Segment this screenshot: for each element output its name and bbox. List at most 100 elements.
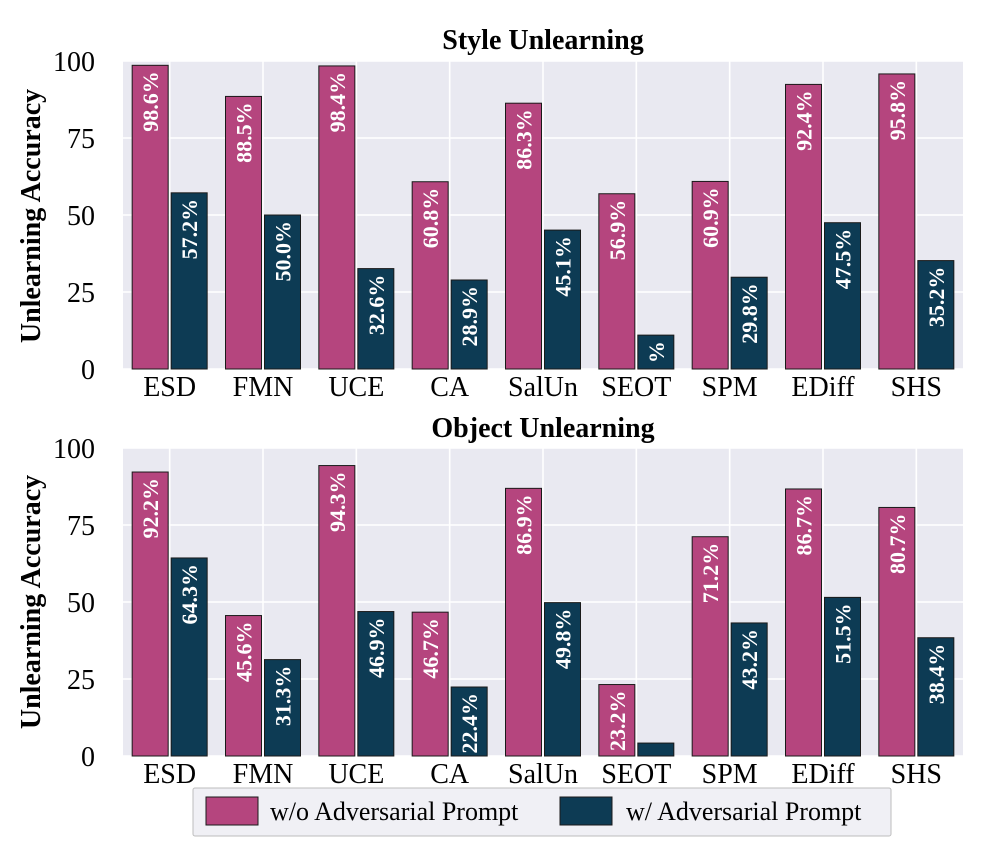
- x-tick-label: SalUn: [508, 372, 578, 403]
- legend-swatch-without-adversarial: [205, 796, 259, 826]
- bar-with-adversarial: [824, 596, 861, 757]
- bar-value-label: 64.3%: [177, 564, 202, 625]
- y-tick-label: 0: [81, 355, 95, 386]
- bar-value-label: 80.7%: [885, 513, 910, 574]
- y-tick-label: 50: [67, 201, 95, 232]
- bar-with-adversarial: [917, 637, 955, 757]
- bar-value-label: 43.2%: [737, 629, 762, 690]
- bar-with-adversarial: [357, 268, 395, 370]
- bar-with-adversarial: [357, 611, 395, 757]
- bar-with-adversarial: [730, 276, 768, 370]
- bar-value-label: 46.9%: [364, 618, 389, 679]
- bar-with-adversarial: [544, 602, 581, 757]
- y-axis-title: Unlearning Accuracy: [16, 89, 47, 343]
- x-tick-label: SHS: [891, 372, 942, 403]
- x-tick-label: SalUn: [508, 759, 578, 790]
- bar-value-label: 51.5%: [831, 603, 856, 664]
- bar-without-adversarial: [505, 487, 542, 757]
- legend-label-with-adversarial: w/ Adversarial Prompt: [626, 797, 862, 826]
- bar-without-adversarial: [598, 684, 636, 757]
- bar-value-label: 60.9%: [698, 187, 723, 248]
- legend: w/o Adversarial Prompt w/ Adversarial Pr…: [192, 787, 892, 837]
- bar-with-adversarial: [264, 659, 301, 757]
- x-tick-label: CA: [430, 759, 470, 790]
- x-tick-label: CA: [430, 372, 470, 403]
- legend-box: [192, 787, 892, 837]
- x-tick-label: UCE: [328, 759, 384, 790]
- bar-value-label: 28.9%: [457, 286, 482, 347]
- bar-without-adversarial: [691, 536, 729, 757]
- bar-value-label: 31.3%: [271, 666, 296, 727]
- y-tick-label: 100: [53, 434, 95, 465]
- legend-label-without-adversarial: w/o Adversarial Prompt: [270, 797, 519, 826]
- legend-swatch-with-adversarial: [559, 796, 613, 826]
- y-tick-label: 25: [67, 665, 95, 696]
- y-axis-title: Unlearning Accuracy: [16, 475, 47, 729]
- x-tick-label: SPM: [702, 372, 758, 403]
- x-tick-label: UCE: [328, 372, 384, 403]
- x-tick-label: ESD: [143, 372, 196, 403]
- bar-value-label: 29.8%: [737, 283, 762, 344]
- bar-value-label: 60.8%: [418, 188, 443, 249]
- x-tick-label: SPM: [702, 759, 758, 790]
- y-tick-label: 100: [53, 47, 95, 78]
- bar-value-label: 35.2%: [924, 267, 949, 328]
- y-tick-label: 75: [67, 124, 95, 155]
- x-tick-label: EDiff: [791, 372, 855, 403]
- bar-without-adversarial: [505, 102, 542, 370]
- bar-value-label: 94.3%: [325, 472, 350, 533]
- style-unlearning-panel: 0 25 50 75 100 98.6% 57.2% ESD 88.5% 50.0% FMN 98.4…: [16, 25, 963, 403]
- bar-value-label: 86.9%: [512, 494, 537, 555]
- bar-value-label: 98.4%: [325, 72, 350, 133]
- x-tick-label: FMN: [233, 759, 294, 790]
- bar-value-label: 49.8%: [551, 609, 576, 670]
- panel-title: Style Unlearning: [442, 25, 643, 56]
- bar-value-label: 50.0%: [271, 221, 296, 282]
- bar-without-adversarial: [225, 615, 262, 757]
- bar-without-adversarial: [131, 64, 169, 370]
- bar-value-label: 98.6%: [138, 71, 163, 132]
- bar-with-adversarial: [544, 229, 581, 370]
- bar-without-adversarial: [318, 65, 356, 370]
- y-tick-label: 25: [67, 278, 95, 309]
- x-tick-label: FMN: [233, 372, 294, 403]
- bar-without-adversarial: [878, 73, 916, 370]
- x-tick-label: SEOT: [601, 759, 671, 790]
- y-tick-label: 50: [67, 588, 95, 619]
- bar-value-label: 57.2%: [177, 199, 202, 260]
- bar-without-adversarial: [411, 181, 449, 370]
- x-tick-label: SHS: [891, 759, 942, 790]
- bar-value-label: 86.3%: [512, 109, 537, 170]
- x-tick-label: EDiff: [791, 759, 855, 790]
- bar-without-adversarial: [598, 193, 636, 370]
- bar-without-adversarial: [131, 471, 169, 757]
- bar-value-label: 46.7%: [418, 618, 443, 679]
- bar-with-adversarial: [450, 279, 488, 370]
- bar-without-adversarial: [318, 465, 356, 757]
- bar-without-adversarial: [785, 83, 822, 370]
- bar-without-adversarial: [878, 506, 916, 757]
- bar-value-label: 86.7%: [792, 495, 817, 556]
- panel-title: Object Unlearning: [431, 413, 654, 444]
- bar-with-adversarial: [170, 192, 208, 370]
- bar-with-adversarial: [637, 334, 675, 370]
- y-tick-label: 75: [67, 511, 95, 542]
- bar-with-adversarial: [730, 622, 768, 757]
- bar-with-adversarial: [917, 260, 955, 370]
- bar-value-label: 92.4%: [792, 90, 817, 150]
- bar-value-label: 71.2%: [698, 543, 723, 604]
- bar-value-label: 23.2%: [605, 691, 630, 752]
- bar-with-adversarial: [824, 222, 861, 370]
- y-tick-label: 0: [81, 742, 95, 773]
- bar-value-label: 56.9%: [605, 200, 630, 260]
- bar-with-adversarial: [450, 686, 488, 757]
- bar-value-label: 45.6%: [232, 622, 257, 683]
- bar-without-adversarial: [411, 611, 449, 757]
- bar-with-adversarial: [264, 214, 301, 370]
- x-tick-label: ESD: [143, 759, 196, 790]
- x-tick-label: SEOT: [601, 372, 671, 403]
- bar-without-adversarial: [225, 95, 262, 370]
- bar-value-label: %: [644, 341, 669, 363]
- bar-with-adversarial: [170, 557, 208, 757]
